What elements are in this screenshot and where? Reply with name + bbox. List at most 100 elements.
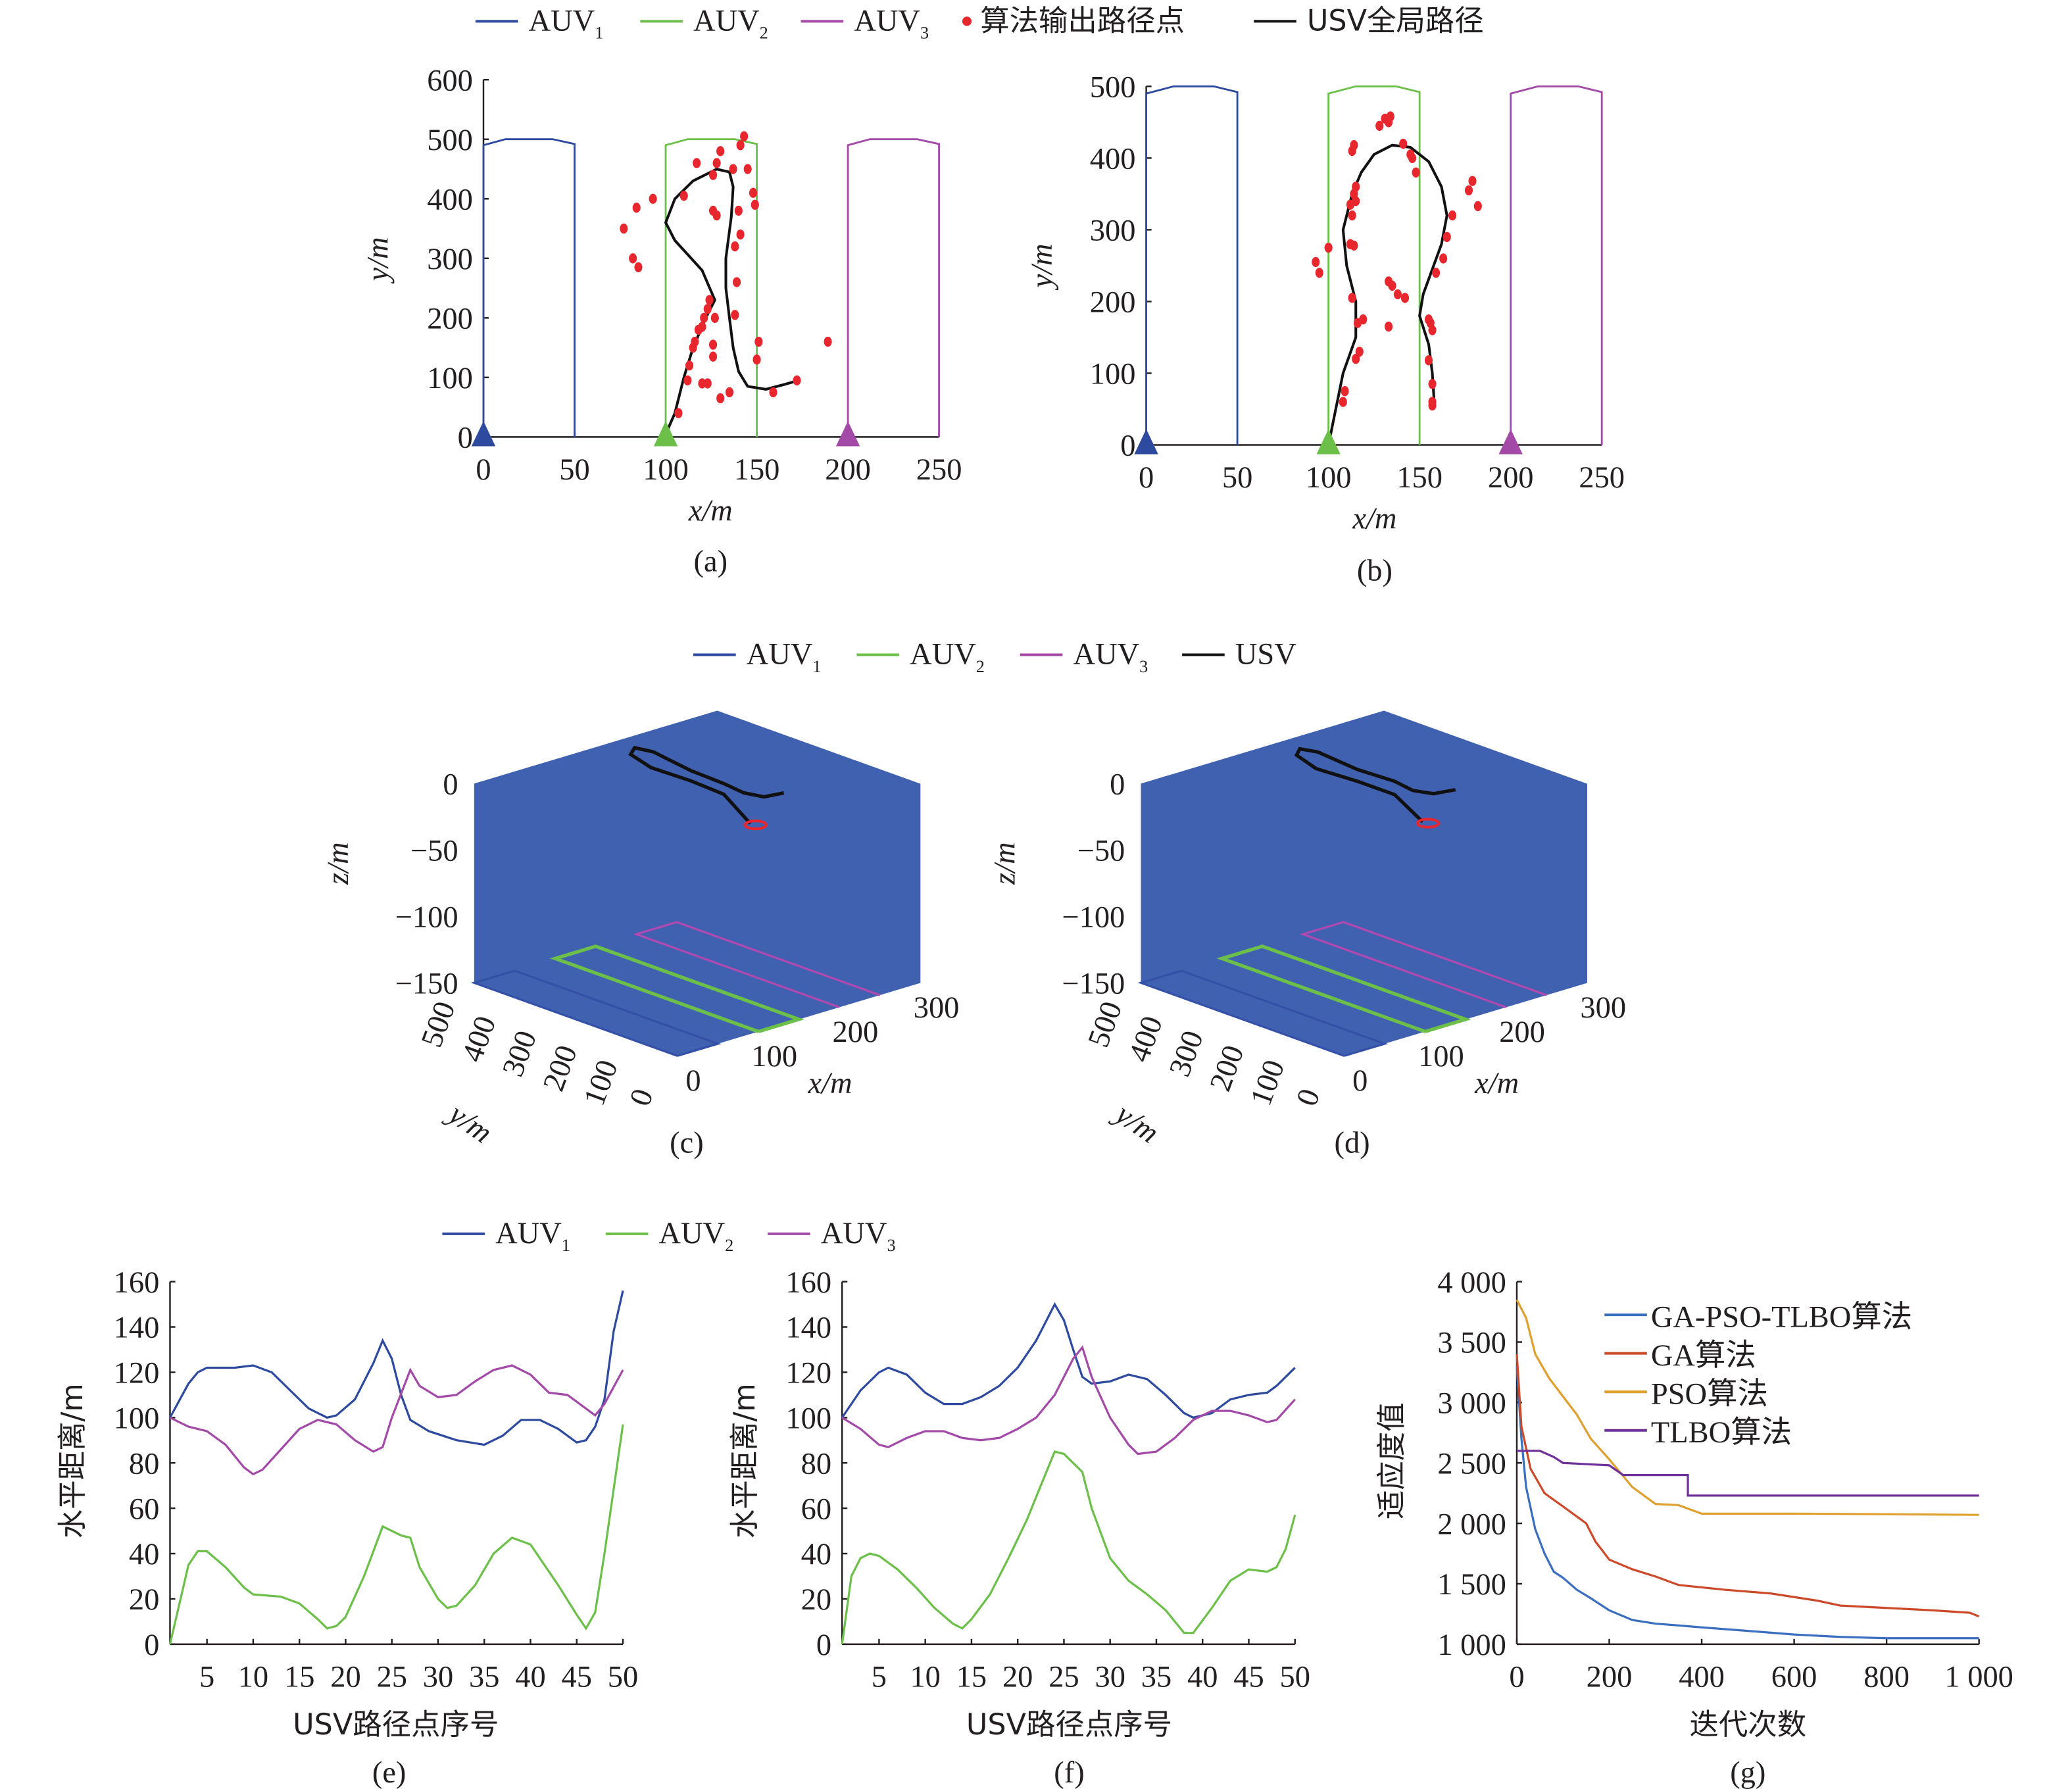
y-tick-label: 500 (1082, 997, 1129, 1052)
y-tick-label: 200 (427, 302, 473, 335)
x-tick-label: 50 (559, 453, 589, 487)
legend-item: AUV1 (693, 638, 822, 676)
z-tick-label: 0 (443, 768, 458, 802)
y-tick-label: 3 500 (1437, 1327, 1506, 1360)
auv-path-auv2 (1327, 85, 1421, 445)
subplot-caption: (a) (694, 545, 728, 578)
x-tick-label: 200 (833, 1016, 879, 1049)
usv-start-marker (1416, 818, 1441, 829)
legend-label-subscript: 1 (562, 1236, 570, 1255)
y-axis-label: y/m (1025, 243, 1059, 290)
y-tick-label: 80 (801, 1447, 831, 1481)
legend-label: USV (1235, 638, 1296, 672)
auv-start-triangle-marker (1316, 429, 1341, 454)
usv-path (1294, 747, 1456, 823)
algorithm-output-path-point (632, 203, 641, 213)
x-tick-label: 25 (1048, 1660, 1079, 1694)
legend-label-text: USV (1235, 638, 1296, 672)
y-axis-label: y/m (362, 237, 395, 283)
usv-path (628, 745, 785, 825)
x-tick-label: 150 (1396, 461, 1443, 495)
legend-item: AUV2 (640, 4, 768, 43)
algorithm-output-path-point (709, 351, 718, 362)
y-tick-label: 200 (1204, 1041, 1251, 1096)
algorithm-output-path-point (716, 393, 725, 404)
y-tick-label: 2 000 (1437, 1507, 1506, 1541)
y-tick-label: 100 (785, 1402, 831, 1435)
y-tick-label: 300 (1163, 1027, 1210, 1081)
legend-item: AUV2 (856, 638, 985, 676)
legend-item: AUV2 (605, 1217, 733, 1255)
x-axis-label: x/m (1474, 1067, 1519, 1100)
algorithm-output-path-point (698, 322, 706, 332)
auv-path-auv1 (470, 969, 722, 1057)
x-tick-label: 0 (476, 453, 491, 487)
subplot-e: 5 10 15 20 25 30 35 40 45 50 0 20 40 60 80 100 120 140 160… (56, 1266, 638, 1789)
x-axis-label: x/m (807, 1067, 852, 1100)
y-tick-label: 400 (1122, 1012, 1170, 1066)
series-line-pso算法 (1516, 1299, 1979, 1516)
legend-label: TLBO算法 (1651, 1416, 1792, 1450)
x-tick-label: 300 (914, 991, 960, 1025)
x-axis-label: x/m (688, 495, 733, 528)
y-tick-label: 400 (427, 183, 473, 216)
x-axis-label: 迭代次数 (1689, 1708, 1806, 1742)
algorithm-output-path-point (709, 339, 718, 350)
y-tick-label: 60 (129, 1492, 159, 1526)
algorithm-output-path-point (1348, 210, 1356, 221)
legend-label-text: AUV (693, 4, 760, 37)
auv-path-auv1 (482, 138, 576, 437)
y-tick-label: 4 000 (1437, 1266, 1506, 1300)
legend-label-subscript: 3 (920, 24, 929, 43)
legend-label-text: AUV (821, 1217, 887, 1250)
subplot-caption: (f) (1054, 1756, 1084, 1789)
legend-label: GA-PSO-TLBO算法 (1651, 1300, 1912, 1334)
y-tick-label: 200 (1090, 286, 1136, 320)
subplot-g: 0 200 400 600 800 1 000 1 000 1 500 2 000 2 500 3 … (1375, 1266, 2013, 1789)
series-line-tlbo算法 (1516, 1450, 1979, 1497)
algorithm-output-path-point (1312, 257, 1320, 268)
legend-label: PSO算法 (1651, 1377, 1768, 1411)
algorithm-output-path-point (629, 253, 637, 264)
algorithm-output-path-point (754, 336, 763, 347)
algorithm-output-path-point (1315, 268, 1323, 278)
legend-label: AUV2 (910, 638, 985, 676)
subplot-f: 5 10 15 20 25 30 35 40 45 50 0 20 40 60 80 100 120 140 160… (728, 1266, 1310, 1789)
z-axis-label: z/m (989, 842, 1022, 885)
y-tick-label: 160 (114, 1266, 160, 1300)
algorithm-output-path-point (1428, 400, 1437, 411)
auv-start-triangle-marker (1134, 429, 1158, 454)
algorithm-output-path-point (731, 310, 739, 320)
legend-bottom: AUV1 AUV2 AUV3 (442, 1217, 896, 1255)
subplot-caption: (d) (1334, 1127, 1369, 1160)
legend-label-subscript: 2 (976, 657, 985, 676)
legend-label: AUV3 (1073, 638, 1148, 676)
x-tick-label: 250 (916, 453, 962, 487)
x-tick-label: 20 (330, 1660, 360, 1694)
auv-path-auv3 (1299, 921, 1547, 1008)
y-tick-label: 600 (427, 64, 473, 97)
algorithm-output-path-point (751, 199, 759, 210)
algorithm-output-path-point (1424, 355, 1433, 366)
y-tick-label: 3 000 (1437, 1387, 1506, 1421)
x-tick-label: 200 (825, 453, 871, 487)
algorithm-output-path-point (769, 387, 777, 398)
algorithm-output-path-point (649, 193, 657, 204)
legend-item: 算法输出路径点 (962, 4, 1185, 37)
z-tick-label: −150 (1062, 967, 1125, 1000)
x-tick-label: 40 (1187, 1660, 1218, 1694)
algorithm-output-path-point (703, 304, 712, 314)
subplot-b: 0 50 100 150 200 250 0 100 200 300 400 500 x/m y/m (b) (1025, 70, 1625, 587)
y-tick-label: 0 (144, 1629, 159, 1662)
algorithm-output-path-point (674, 408, 683, 418)
y-tick-label: 1 000 (1437, 1629, 1506, 1662)
series-line-auv3 (841, 1345, 1296, 1456)
algorithm-output-path-point (736, 229, 745, 240)
series-line-ga算法 (1516, 1354, 1980, 1618)
auv-path-auv1 (1145, 85, 1239, 445)
y-tick-label: 40 (129, 1538, 159, 1571)
x-tick-label: 50 (1222, 461, 1252, 495)
legend-label-subscript: 3 (887, 1236, 895, 1255)
legend-dot-marker (962, 16, 972, 26)
subplot-caption: (b) (1357, 554, 1393, 587)
